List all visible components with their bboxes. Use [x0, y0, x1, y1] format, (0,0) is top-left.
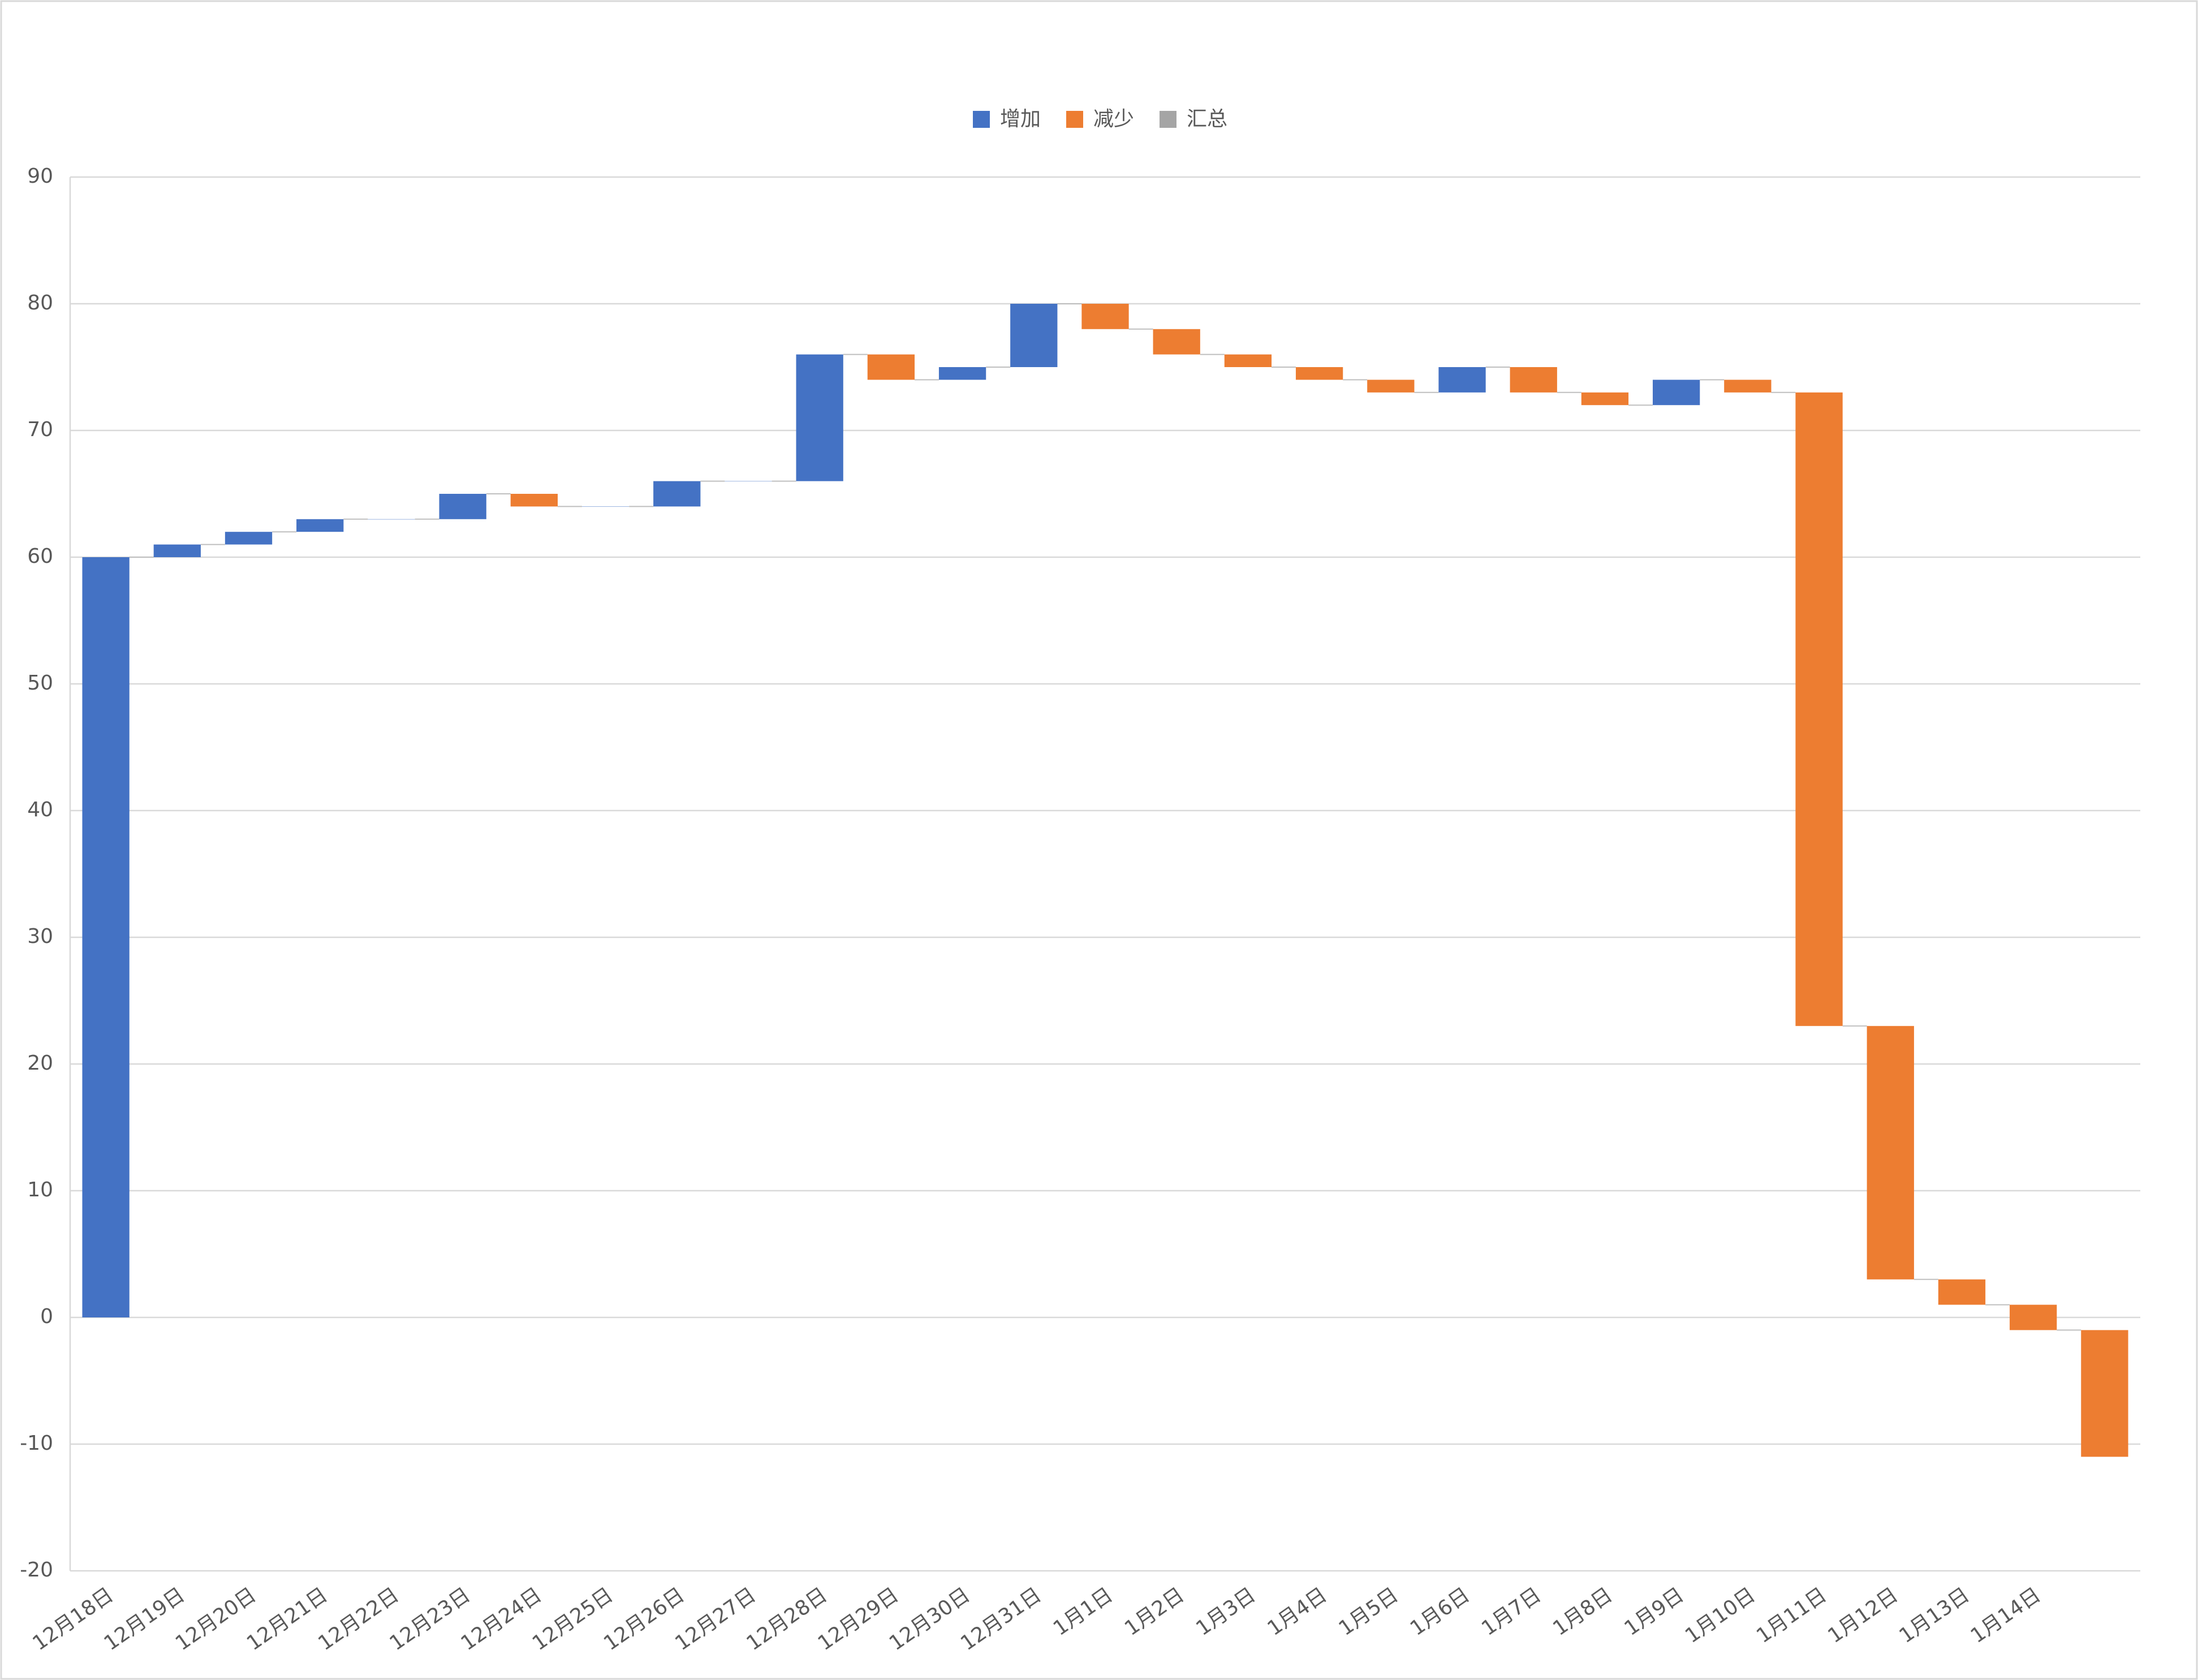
bar [2010, 1304, 2057, 1330]
y-tick-label: 30 [27, 925, 53, 948]
bar [1224, 354, 1272, 367]
y-tick-label: -10 [20, 1432, 53, 1455]
bar [296, 519, 344, 532]
y-tick-label: 60 [27, 545, 53, 568]
legend-label: 汇总 [1187, 107, 1227, 131]
bar [82, 557, 130, 1317]
bar [1010, 304, 1058, 367]
bar [867, 354, 915, 380]
bar [1081, 304, 1129, 329]
bar [1724, 380, 1772, 393]
y-tick-label: -20 [20, 1558, 53, 1582]
bar [510, 494, 558, 507]
bar [653, 481, 701, 507]
bar [1795, 392, 1843, 1026]
bar [1295, 367, 1343, 380]
bar [153, 544, 201, 557]
y-tick-label: 40 [27, 798, 53, 821]
bar [1653, 380, 1700, 406]
y-tick-label: 0 [40, 1305, 53, 1328]
bar [2081, 1330, 2128, 1457]
legend-swatch [1066, 111, 1083, 128]
y-tick-label: 10 [27, 1178, 53, 1201]
bar [1938, 1279, 1986, 1305]
y-tick-label: 90 [27, 165, 53, 188]
bar [1867, 1026, 1914, 1280]
bar [1581, 392, 1629, 406]
bar [1438, 367, 1486, 393]
bar [581, 506, 630, 507]
y-tick-label: 70 [27, 418, 53, 441]
legend-swatch [973, 111, 990, 128]
bar [1153, 329, 1200, 355]
y-tick-label: 80 [27, 291, 53, 315]
legend-swatch [1160, 111, 1176, 128]
y-tick-label: 20 [27, 1052, 53, 1075]
bar [1367, 380, 1415, 393]
bar [938, 367, 986, 380]
bar [796, 354, 843, 481]
bar [725, 481, 772, 482]
bar [439, 494, 486, 519]
bar [1510, 367, 1557, 393]
bar [368, 519, 415, 520]
y-tick-label: 50 [27, 671, 53, 695]
legend-label: 减少 [1093, 107, 1134, 131]
legend-label: 增加 [1000, 107, 1041, 131]
bar [225, 532, 273, 545]
